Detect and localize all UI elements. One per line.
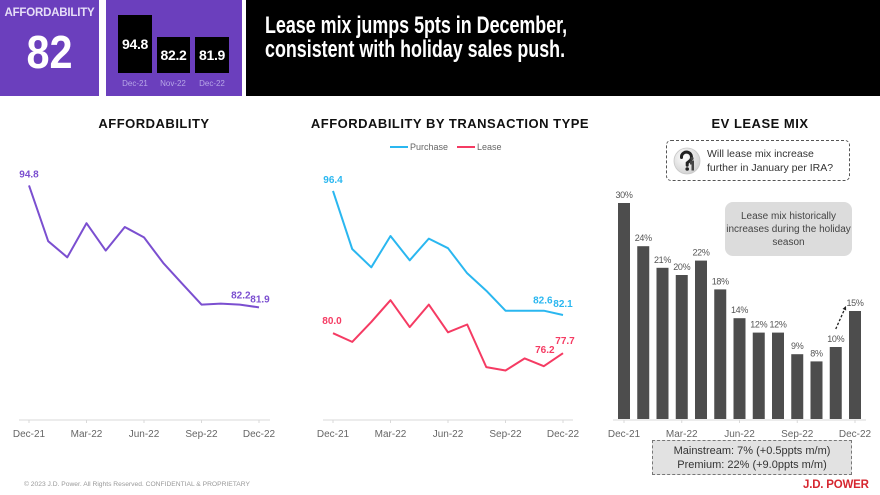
copyright-notice: © 2023 J.D. Power. All Rights Reserved. …	[24, 481, 250, 488]
x-tick-label: Dec-22	[243, 429, 276, 440]
series-line-purchase	[332, 190, 564, 316]
bar	[772, 332, 784, 419]
jd-power-logo: J.D. POWER	[803, 479, 869, 491]
bar	[849, 311, 861, 419]
x-tick-label: Jun-22	[433, 429, 464, 440]
headline-banner: Lease mix jumps 5pts in December, consis…	[246, 0, 880, 96]
bar-value-label: 9%	[791, 341, 804, 351]
headline-line-2: consistent with holiday sales push.	[265, 36, 566, 63]
ira-question-line-2: further in January per IRA?	[707, 162, 834, 174]
bar	[791, 354, 804, 419]
person-question-icon	[673, 147, 701, 175]
bar-value-label: 20%	[673, 262, 690, 272]
bar-value-label: 8%	[810, 348, 823, 358]
data-label: 76.2	[535, 345, 555, 356]
data-label: 77.7	[555, 336, 575, 347]
bar	[714, 289, 727, 419]
legend-label: Purchase	[410, 142, 449, 152]
bar-value-label: 12%	[769, 320, 786, 330]
bar-value-label: 12%	[750, 320, 767, 330]
bar-value-label: 10%	[827, 334, 844, 344]
data-label: 82.2	[231, 291, 251, 302]
affordability-kpi-tile: AFFORDABILITY 82	[0, 0, 99, 96]
ev-lease-mix-chart-title: EV LEASE MIX	[711, 116, 809, 131]
holiday-season-callout-text: Lease mix historically increases during …	[726, 210, 851, 248]
bar-value-label: 18%	[712, 276, 729, 286]
bar	[675, 275, 688, 419]
ira-question-line-1: Will lease mix increase	[707, 148, 814, 160]
x-tick-label: Jun-22	[724, 429, 755, 440]
affordability-kpi-label: AFFORDABILITY	[4, 7, 95, 19]
x-tick-label: Mar-22	[71, 429, 103, 440]
x-tick-label: Dec-21	[317, 429, 350, 440]
bar-value-label: 30%	[615, 190, 632, 200]
snapshot-value: 94.8	[121, 36, 149, 52]
series-line-affordability	[28, 185, 260, 309]
headline-line-1: Lease mix jumps 5pts in December,	[265, 12, 568, 39]
summary-premium: Premium: 22% (+9.0ppts m/m)	[677, 459, 827, 471]
series-line-lease	[332, 299, 564, 372]
legend-label: Lease	[477, 142, 502, 152]
data-label: 94.8	[19, 169, 39, 180]
x-tick-label: Jun-22	[129, 429, 160, 440]
x-tick-label: Dec-21	[608, 429, 641, 440]
bar	[618, 203, 630, 419]
bar	[752, 332, 765, 419]
affordability-snapshot-tile: 94.8 82.2 81.9 Dec-21 Nov-22 Dec-22	[106, 0, 242, 96]
trend-arrowhead-icon	[842, 306, 847, 311]
ira-question-text: Will lease mix increase further in Janua…	[707, 147, 847, 175]
segment-summary-box: Mainstream: 7% (+0.5ppts m/m) Premium: 2…	[652, 440, 852, 475]
snapshot-value: 81.9	[198, 47, 226, 63]
bar-value-label: 22%	[692, 248, 709, 258]
snapshot-bar-nov-22: 82.2	[157, 37, 190, 73]
legend-swatch-purchase	[390, 146, 408, 148]
bar	[810, 361, 823, 419]
bar	[829, 347, 842, 419]
bar	[637, 246, 650, 419]
bar	[695, 260, 707, 419]
bar	[733, 318, 746, 419]
holiday-season-callout: Lease mix historically increases during …	[725, 202, 852, 256]
bar-value-label: 24%	[635, 233, 652, 243]
snapshot-period: Dec-21	[122, 79, 148, 88]
bar-value-label: 15%	[846, 298, 863, 308]
affordability-kpi-value: 82	[26, 26, 73, 78]
x-tick-label: Dec-21	[13, 429, 46, 440]
bar-value-label: 14%	[731, 305, 748, 315]
transaction-type-chart-title: AFFORDABILITY BY TRANSACTION TYPE	[310, 116, 590, 131]
transaction-type-legend: Purchase Lease	[390, 141, 511, 153]
legend-item-lease: Lease	[457, 142, 502, 152]
x-tick-label: Sep-22	[781, 429, 814, 440]
x-tick-label: Sep-22	[185, 429, 218, 440]
data-label: 80.0	[322, 316, 342, 327]
snapshot-bar-dec-21: 94.8	[118, 15, 152, 73]
data-label: 82.1	[553, 299, 573, 310]
snapshot-period: Nov-22	[160, 79, 186, 88]
summary-mainstream: Mainstream: 7% (+0.5ppts m/m)	[673, 445, 831, 457]
snapshot-bar-dec-22: 81.9	[195, 37, 229, 73]
headline: Lease mix jumps 5pts in December, consis…	[265, 14, 682, 62]
bar-value-label: 21%	[654, 255, 671, 265]
data-label: 82.6	[533, 296, 553, 307]
x-tick-label: Sep-22	[489, 429, 522, 440]
x-tick-label: Dec-22	[839, 429, 872, 440]
x-tick-label: Mar-22	[666, 429, 698, 440]
legend-item-purchase: Purchase	[390, 142, 448, 152]
x-tick-label: Mar-22	[375, 429, 407, 440]
bar	[656, 267, 669, 419]
snapshot-value: 82.2	[160, 47, 187, 63]
data-label: 81.9	[250, 294, 270, 305]
legend-swatch-lease	[457, 146, 476, 148]
data-label: 96.4	[323, 175, 343, 186]
affordability-chart-title: AFFORDABILITY	[98, 116, 210, 131]
ira-question-annotation: Will lease mix increase further in Janua…	[666, 140, 850, 181]
snapshot-period: Dec-22	[199, 79, 225, 88]
x-tick-label: Dec-22	[547, 429, 580, 440]
